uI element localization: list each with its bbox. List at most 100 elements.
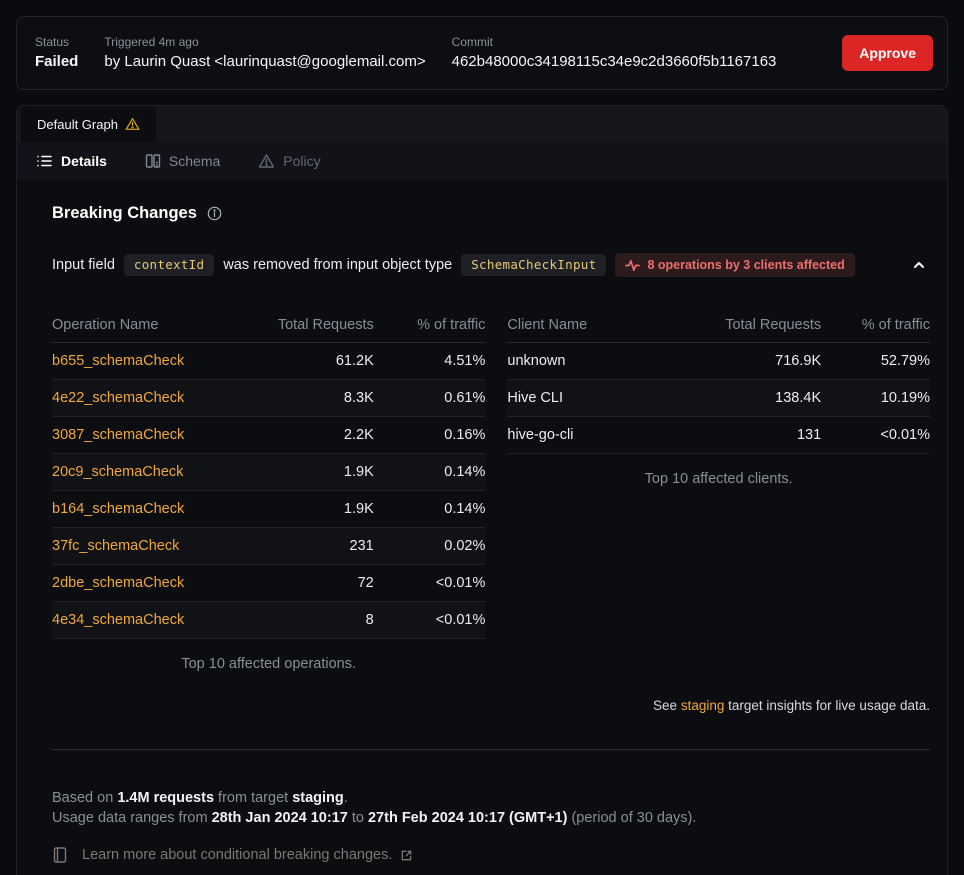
operations-header-row: Operation Name Total Requests % of traff… bbox=[52, 307, 486, 343]
traffic-value: 52.79% bbox=[880, 353, 930, 369]
clients-header-row: Client Name Total Requests % of traffic bbox=[507, 307, 930, 343]
columns-icon bbox=[145, 153, 161, 169]
subtab-row: Details Schema Policy bbox=[17, 142, 947, 180]
requests-count: 1.4M requests bbox=[117, 790, 215, 806]
status-value: Failed bbox=[35, 53, 79, 70]
insights-note-pre: See bbox=[653, 698, 681, 713]
commit-stat: Commit 462b48000c34198115c34e9c2d3660f5b… bbox=[452, 35, 777, 71]
chevron-up-icon[interactable] bbox=[911, 257, 927, 273]
footer-text: (period of 30 days). bbox=[567, 810, 697, 826]
requests-value: 138.4K bbox=[775, 390, 822, 406]
status-label: Status bbox=[35, 35, 70, 49]
warning-icon bbox=[258, 153, 275, 169]
commit-hash: 462b48000c34198115c34e9c2d3660f5b1167163 bbox=[451, 53, 777, 70]
operations-caption: Top 10 affected operations. bbox=[181, 656, 357, 672]
client-name: hive-go-cli bbox=[507, 427, 574, 443]
range-start: 28th Jan 2024 10:17 bbox=[211, 810, 348, 826]
traffic-value: <0.01% bbox=[435, 575, 486, 591]
operation-link[interactable]: 2dbe_schemaCheck bbox=[52, 575, 185, 591]
requests-value: 231 bbox=[349, 538, 374, 554]
footer-text: to bbox=[347, 810, 368, 826]
status-stat: Status Failed bbox=[35, 35, 78, 71]
traffic-value: 0.02% bbox=[444, 538, 486, 554]
col-pct-traffic: % of traffic bbox=[861, 316, 930, 333]
usage-footer: Based on 1.4M requests from target stagi… bbox=[52, 788, 930, 828]
footer-text: . bbox=[343, 790, 348, 806]
change-middle: was removed from input object type bbox=[223, 257, 453, 273]
tab-policy[interactable]: Policy bbox=[258, 153, 321, 169]
warning-triangle-icon bbox=[125, 117, 140, 131]
operation-link[interactable]: b655_schemaCheck bbox=[52, 353, 185, 369]
footer-line-1: Based on 1.4M requests from target stagi… bbox=[52, 788, 930, 808]
staging-target-link[interactable]: staging bbox=[680, 698, 725, 713]
list-icon bbox=[36, 153, 53, 169]
traffic-value: 0.14% bbox=[444, 464, 486, 480]
details-content: Breaking Changes Input field contextId w… bbox=[17, 180, 947, 875]
tab-schema-label: Schema bbox=[168, 153, 221, 169]
operation-link[interactable]: b164_schemaCheck bbox=[52, 501, 185, 517]
operation-link[interactable]: 4e22_schemaCheck bbox=[52, 390, 185, 406]
footer-text: Usage data ranges from bbox=[52, 810, 212, 826]
table-row: 3087_schemaCheck 2.2K 0.16% bbox=[52, 417, 486, 454]
footer-text: Based on bbox=[52, 790, 118, 806]
requests-value: 72 bbox=[357, 575, 374, 591]
table-row: b655_schemaCheck 61.2K 4.51% bbox=[52, 343, 486, 380]
learn-more-link[interactable]: Learn more about conditional breaking ch… bbox=[52, 846, 930, 864]
affected-operations-badge: 8 operations by 3 clients affected bbox=[615, 253, 855, 277]
traffic-value: 0.14% bbox=[444, 501, 486, 517]
col-total-requests: Total Requests bbox=[725, 316, 822, 333]
requests-value: 2.2K bbox=[343, 427, 374, 443]
table-row: 2dbe_schemaCheck 72 <0.01% bbox=[52, 565, 486, 602]
table-row: b164_schemaCheck 1.9K 0.14% bbox=[52, 491, 486, 528]
table-row: Hive CLI 138.4K 10.19% bbox=[507, 380, 930, 417]
operation-link[interactable]: 20c9_schemaCheck bbox=[52, 464, 184, 480]
operations-table: Operation Name Total Requests % of traff… bbox=[52, 307, 486, 672]
breaking-change-row[interactable]: Input field contextId was removed from i… bbox=[52, 253, 930, 277]
section-divider bbox=[52, 749, 930, 750]
tab-details[interactable]: Details bbox=[36, 153, 107, 169]
traffic-value: 10.19% bbox=[880, 390, 930, 406]
col-pct-traffic: % of traffic bbox=[417, 316, 486, 333]
graph-tab-label: Default Graph bbox=[37, 116, 118, 132]
requests-value: 8.3K bbox=[343, 390, 374, 406]
operation-link[interactable]: 4e34_schemaCheck bbox=[52, 612, 185, 628]
clients-table: Client Name Total Requests % of traffic … bbox=[507, 307, 930, 672]
clients-caption: Top 10 affected clients. bbox=[644, 471, 793, 487]
table-row: unknown 716.9K 52.79% bbox=[507, 343, 930, 380]
table-row: hive-go-cli 131 <0.01% bbox=[507, 417, 930, 454]
traffic-value: <0.01% bbox=[435, 612, 486, 628]
insights-note-post: target insights for live usage data. bbox=[724, 698, 930, 713]
tab-policy-label: Policy bbox=[283, 153, 321, 169]
target-name: staging bbox=[292, 790, 344, 806]
operation-link[interactable]: 37fc_schemaCheck bbox=[52, 538, 180, 554]
col-client-name: Client Name bbox=[507, 316, 588, 333]
client-name: unknown bbox=[507, 353, 566, 369]
triggered-stat: Triggered 4m ago by Laurin Quast <laurin… bbox=[104, 35, 425, 71]
schema-check-panel: Default Graph Details bbox=[16, 105, 948, 875]
tab-default-graph[interactable]: Default Graph bbox=[21, 106, 156, 142]
type-code-badge: SchemaCheckInput bbox=[461, 254, 607, 276]
affected-badge-label: 8 operations by 3 clients affected bbox=[647, 258, 845, 272]
table-row: 37fc_schemaCheck 231 0.02% bbox=[52, 528, 486, 565]
triggered-author: by Laurin Quast <laurinquast@googlemail.… bbox=[104, 53, 426, 70]
table-row: 4e22_schemaCheck 8.3K 0.61% bbox=[52, 380, 486, 417]
footer-line-2: Usage data ranges from 28th Jan 2024 10:… bbox=[52, 808, 930, 828]
field-code-badge: contextId bbox=[123, 254, 215, 276]
col-total-requests: Total Requests bbox=[277, 316, 374, 333]
col-operation-name: Operation Name bbox=[52, 316, 159, 333]
insights-note: See staging target insights for live usa… bbox=[36, 698, 930, 713]
tab-schema[interactable]: Schema bbox=[145, 153, 220, 169]
operation-link[interactable]: 3087_schemaCheck bbox=[52, 427, 185, 443]
info-circle-icon[interactable] bbox=[207, 206, 222, 221]
learn-more-label: Learn more about conditional breaking ch… bbox=[82, 847, 393, 863]
commit-label: Commit bbox=[451, 35, 493, 49]
breaking-changes-title: Breaking Changes bbox=[52, 204, 197, 222]
check-summary-card: Status Failed Triggered 4m ago by Laurin… bbox=[16, 16, 948, 90]
pulse-icon bbox=[625, 259, 641, 272]
book-icon bbox=[52, 846, 68, 864]
external-link-icon bbox=[400, 849, 413, 862]
footer-text: from target bbox=[214, 790, 293, 806]
approve-button[interactable]: Approve bbox=[842, 35, 933, 71]
triggered-label: Triggered 4m ago bbox=[104, 35, 199, 49]
traffic-value: 0.16% bbox=[444, 427, 486, 443]
